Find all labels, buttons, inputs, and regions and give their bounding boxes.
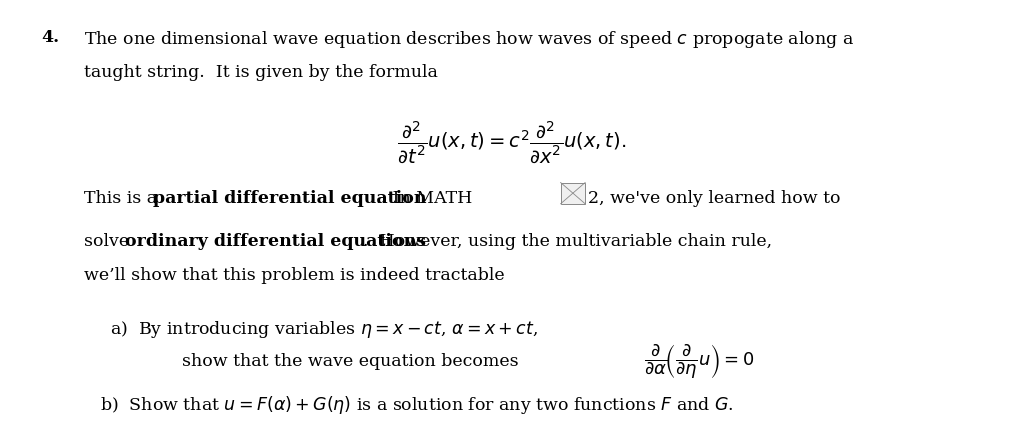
Text: 2, we've only learned how to: 2, we've only learned how to <box>588 190 841 207</box>
Text: we’ll show that this problem is indeed tractable: we’ll show that this problem is indeed t… <box>84 267 504 284</box>
Text: solve: solve <box>84 233 134 249</box>
Text: partial differential equation: partial differential equation <box>153 190 427 207</box>
Text: 4.: 4. <box>41 29 59 46</box>
Text: b)  Show that $u = F(\alpha) + G(\eta)$ is a solution for any two functions $F$ : b) Show that $u = F(\alpha) + G(\eta)$ i… <box>100 393 733 416</box>
Text: ordinary differential equations: ordinary differential equations <box>125 233 426 249</box>
Text: a)  By introducing variables $\eta = x - ct$, $\alpha = x + ct$,: a) By introducing variables $\eta = x - … <box>110 319 538 340</box>
Text: taught string.  It is given by the formula: taught string. It is given by the formul… <box>84 64 438 81</box>
Text: show that the wave equation becomes: show that the wave equation becomes <box>182 353 519 369</box>
Text: $\dfrac{\partial}{\partial \alpha}\!\left(\dfrac{\partial}{\partial \eta}u\right: $\dfrac{\partial}{\partial \alpha}\!\lef… <box>644 342 755 381</box>
Text: .  However, using the multivariable chain rule,: . However, using the multivariable chain… <box>363 233 772 249</box>
Text: This is a: This is a <box>84 190 163 207</box>
Text: .  In MATH: . In MATH <box>376 190 473 207</box>
Bar <box>561 183 585 204</box>
Text: The one dimensional wave equation describes how waves of speed $c$ propogate alo: The one dimensional wave equation descri… <box>84 29 854 50</box>
Text: $\dfrac{\partial^2}{\partial t^2}u(x,t) = c^2\dfrac{\partial^2}{\partial x^2}u(x: $\dfrac{\partial^2}{\partial t^2}u(x,t) … <box>397 119 626 165</box>
